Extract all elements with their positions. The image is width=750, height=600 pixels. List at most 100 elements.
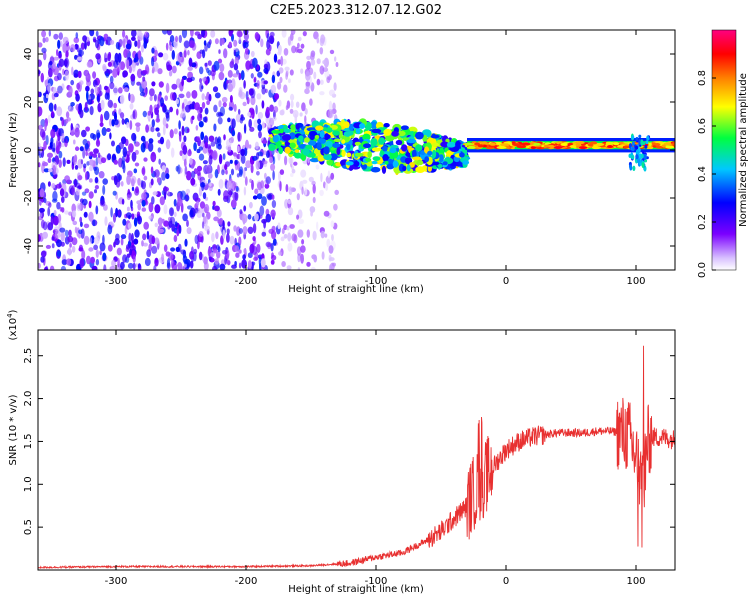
spectrogram-speck (256, 243, 261, 253)
spectrogram-speck (305, 81, 311, 87)
spectrogram-speck (219, 63, 225, 73)
spectrogram-speck (273, 53, 278, 63)
spectrogram-speck (201, 101, 206, 109)
spectrogram-speck (283, 84, 288, 93)
spectrogram-speck (249, 243, 255, 254)
spectrogram-speck (305, 144, 313, 149)
spectrogram-speck (178, 132, 182, 142)
spectrogram-speck (283, 128, 292, 133)
spectrogram-speck (43, 197, 47, 204)
x-tick-label: 100 (626, 276, 645, 287)
spectrogram-speck (233, 152, 237, 157)
spectrogram-speck (122, 38, 126, 49)
spectrogram-speck (637, 157, 641, 164)
spectrogram-speck (348, 123, 354, 131)
spectrogram-speck (79, 80, 84, 86)
spectrogram-speck (143, 221, 149, 230)
spectrogram-speck (137, 177, 141, 186)
spectrogram-speck (266, 39, 270, 50)
spectrogram-speck (213, 205, 220, 212)
spectrogram-speck (261, 218, 267, 224)
spectrogram-speck (150, 126, 155, 133)
spectrogram-speck (371, 128, 382, 134)
spectrogram-speck (270, 209, 276, 218)
spectrogram-speck (231, 129, 236, 137)
spectrogram-y-ticks: -40 -20 0 20 40 (23, 48, 675, 254)
spectrogram-speck (148, 202, 154, 213)
spectrogram-speck (229, 60, 234, 68)
spectrogram-speck (163, 191, 167, 201)
spectrogram-speck (594, 143, 605, 146)
spectrogram-speck (325, 127, 333, 133)
spectrogram-speck (70, 123, 74, 131)
spectrogram-speck (199, 78, 202, 83)
spectrogram-speck (285, 184, 289, 193)
x-tick-label: -300 (105, 576, 128, 587)
spectrogram-speck (162, 125, 166, 136)
spectrogram-speck (221, 96, 228, 103)
spectrogram-speck (144, 257, 151, 267)
spectrogram-speck (234, 159, 239, 165)
spectrogram-speck (181, 78, 185, 87)
spectrogram-speck (257, 71, 263, 78)
spectrogram-speck (150, 166, 154, 174)
spectrogram-speck (137, 215, 143, 225)
spectrogram-speck (118, 174, 122, 181)
spectrogram-speck (221, 38, 225, 45)
spectrogram-speck (141, 167, 145, 175)
spectrogram-speck (307, 156, 310, 164)
spectrogram-speck (240, 154, 246, 164)
spectrogram-speck (477, 144, 484, 148)
spectrogram-speck (165, 82, 170, 94)
spectrogram-speck (648, 146, 654, 150)
spectrogram-speck (70, 102, 75, 107)
spectrogram-speck (383, 128, 392, 136)
spectrogram-speck (216, 138, 221, 144)
spectrogram-speck (178, 224, 182, 234)
spectrogram-speck (286, 265, 292, 270)
spectrogram-speck (61, 259, 68, 266)
spectrogram-speck (202, 49, 206, 59)
spectrogram-speck (431, 161, 440, 166)
spectrogram-speck (147, 110, 151, 116)
spectrogram-speck (52, 165, 57, 176)
spectrogram-speck (261, 231, 267, 237)
spectrogram-speck (202, 77, 207, 82)
spectrogram-speck (75, 32, 79, 39)
spectrogram-speck (301, 239, 305, 245)
spectrogram-speck (131, 62, 136, 72)
spectrogram-speck (194, 234, 199, 245)
spectrogram-speck (94, 185, 99, 190)
spectrogram-speck (115, 207, 119, 218)
spectrogram-speck (184, 238, 188, 247)
spectrogram-speck (47, 114, 51, 124)
spectrogram-speck (223, 190, 229, 200)
spectrogram-speck (81, 198, 88, 206)
spectrogram-speck (231, 264, 237, 269)
spectrogram-speck (88, 178, 93, 183)
spectrogram-speck (41, 30, 47, 38)
spectrogram-speck (252, 155, 258, 161)
spectrogram-speck (58, 58, 65, 67)
spectrogram-speck (316, 142, 322, 151)
spectrogram-speck (253, 78, 257, 83)
spectrogram-speck (120, 181, 124, 187)
spectrogram-speck (442, 161, 448, 166)
spectrogram-speck (218, 217, 224, 226)
spectrogram-speck (249, 63, 254, 70)
spectrogram-speck (142, 70, 148, 75)
spectrogram-speck (47, 181, 51, 187)
spectrogram-speck (92, 219, 96, 227)
spectrogram-speck (51, 243, 55, 249)
spectrogram-speck (53, 209, 57, 216)
spectrogram-speck (464, 142, 474, 146)
spectrogram-speck (40, 219, 45, 229)
spectrogram-speck (78, 244, 83, 251)
spectrogram-speck (256, 171, 260, 176)
spectrogram-speck (47, 157, 52, 163)
spectrogram-speck (133, 238, 139, 245)
spectrogram-speck (129, 103, 134, 110)
spectrogram-speck (245, 139, 249, 150)
spectrogram-speck (328, 264, 333, 270)
spectrogram-speck (631, 147, 635, 152)
